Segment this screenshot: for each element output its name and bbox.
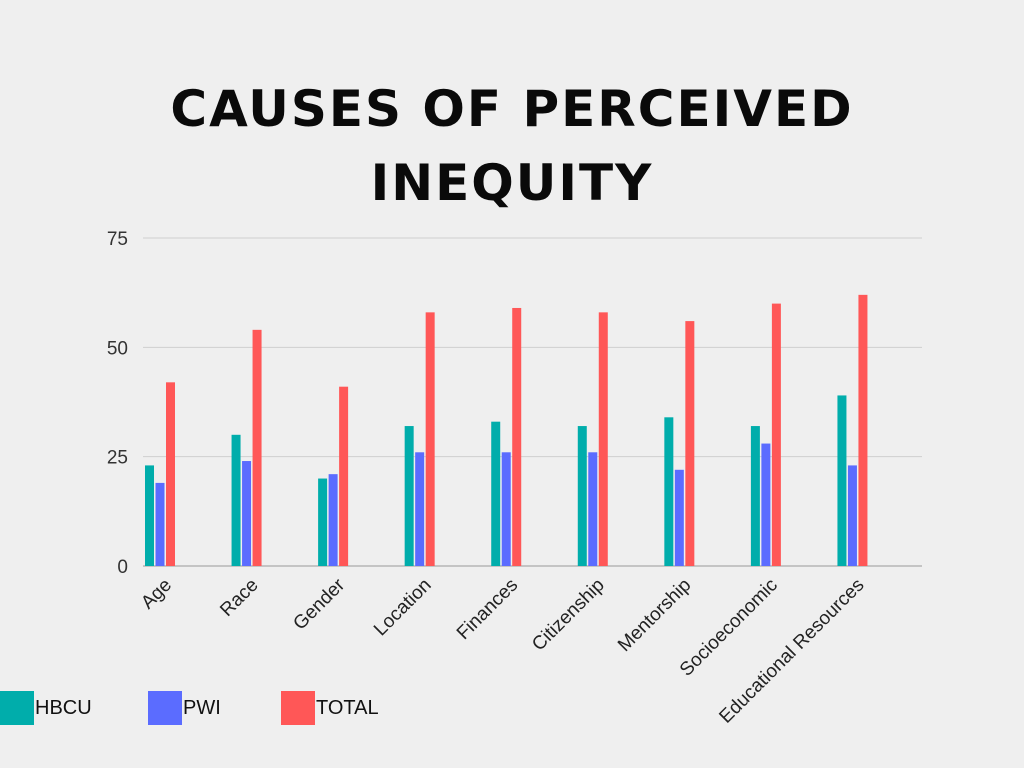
x-tick-label: Citizenship <box>528 575 609 656</box>
bar-total-socioeconomic <box>771 303 781 566</box>
bar-hbcu-educational-resources <box>837 395 847 566</box>
bar-total-location <box>425 312 435 566</box>
bar-pwi-finances <box>501 452 511 566</box>
y-tick-label: 75 <box>107 229 128 250</box>
bar-hbcu-location <box>404 426 414 566</box>
bar-hbcu-gender <box>318 478 328 566</box>
x-tick-label: Location <box>370 575 436 641</box>
bar-hbcu-citizenship <box>577 426 587 566</box>
bar-total-mentorship <box>685 321 695 566</box>
y-tick-label: 50 <box>107 338 128 359</box>
legend-swatch-total <box>281 691 315 725</box>
bar-pwi-socioeconomic <box>761 443 771 566</box>
bar-hbcu-mentorship <box>664 417 674 566</box>
bar-hbcu-race <box>231 434 241 566</box>
bar-total-citizenship <box>598 312 608 566</box>
bar-total-gender <box>339 386 349 566</box>
bar-pwi-citizenship <box>588 452 598 566</box>
legend-item-hbcu: HBCU <box>0 691 92 725</box>
legend-label-hbcu: HBCU <box>35 696 92 719</box>
x-tick-label: Age <box>137 575 176 614</box>
bar-total-age <box>166 382 175 566</box>
chart-title-line-2: INEQUITY <box>370 154 654 212</box>
x-tick-label: Race <box>216 575 262 621</box>
y-tick-label: 0 <box>117 557 128 578</box>
bar-pwi-race <box>242 461 252 566</box>
y-tick-label: 25 <box>107 448 128 469</box>
x-axis-ticks: Age Race Gender Location Finances Citizenship… <box>137 574 868 727</box>
bar-total-educational-resources <box>858 294 868 566</box>
legend-label-pwi: PWI <box>183 696 221 719</box>
bar-hbcu-age <box>145 465 154 566</box>
x-tick-label: Mentorship <box>614 575 695 656</box>
legend-item-pwi: PWI <box>148 691 221 725</box>
legend-swatch-pwi <box>148 691 182 725</box>
legend-swatch-hbcu <box>0 691 34 725</box>
bar-hbcu-socioeconomic <box>750 426 760 566</box>
bar-pwi-gender <box>328 474 338 566</box>
chart-title: CAUSES OF PERCEIVED INEQUITY <box>0 72 1024 220</box>
chart-title-line-1: CAUSES OF PERCEIVED <box>170 80 854 138</box>
bar-hbcu-finances <box>491 421 501 566</box>
y-axis-ticks: 0 25 50 75 <box>107 229 128 578</box>
legend-item-total: TOTAL <box>281 691 379 725</box>
x-tick-label: Gender <box>289 574 349 634</box>
bar-pwi-age <box>155 482 165 566</box>
x-tick-label: Educational Resources <box>715 575 868 728</box>
bar-total-race <box>252 329 262 566</box>
x-tick-label: Finances <box>453 575 522 644</box>
bar-pwi-educational-resources <box>847 465 857 566</box>
bars <box>145 294 868 566</box>
legend-label-total: TOTAL <box>316 696 379 719</box>
bar-pwi-mentorship <box>674 469 684 566</box>
bar-pwi-location <box>415 452 425 566</box>
grid-lines <box>143 237 922 567</box>
bar-total-finances <box>512 307 522 566</box>
